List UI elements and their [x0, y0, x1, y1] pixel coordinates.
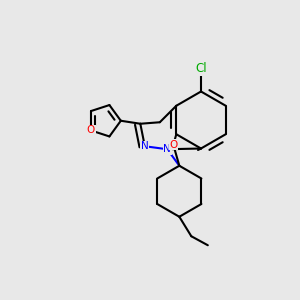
Text: N: N [141, 141, 149, 151]
Text: O: O [87, 125, 95, 135]
Text: N: N [164, 144, 171, 154]
Text: O: O [169, 140, 177, 150]
Text: Cl: Cl [195, 62, 207, 75]
